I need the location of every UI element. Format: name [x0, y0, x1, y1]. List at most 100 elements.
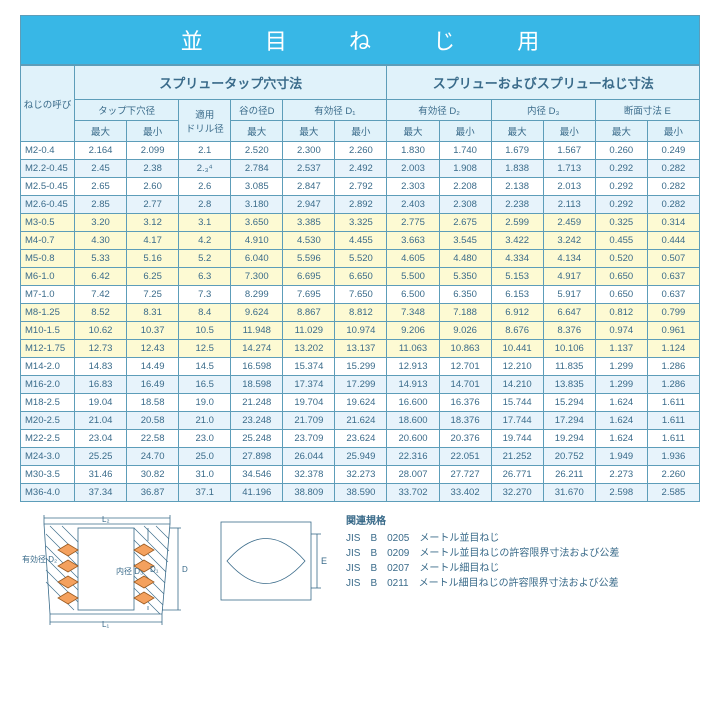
cell-value: 2.303	[387, 178, 439, 196]
table-row: M16-2.016.8316.4916.518.59817.37417.2991…	[21, 376, 700, 394]
cell-value: 37.1	[179, 484, 231, 502]
cell-value: 23.0	[179, 430, 231, 448]
cell-value: 31.670	[543, 484, 595, 502]
cell-value: 14.210	[491, 376, 543, 394]
cell-value: 33.402	[439, 484, 491, 502]
cell-value: 0.637	[647, 268, 699, 286]
cell-nezi: M20-2.5	[21, 412, 75, 430]
cell-nezi: M18-2.5	[21, 394, 75, 412]
cell-value: 8.299	[231, 286, 283, 304]
cell-value: 1.624	[595, 394, 647, 412]
cell-value: 11.029	[283, 322, 335, 340]
cell-value: 2.8	[179, 196, 231, 214]
cell-value: 2.85	[75, 196, 127, 214]
cell-value: 2.599	[491, 214, 543, 232]
cell-value: 0.650	[595, 268, 647, 286]
cell-nezi: M36-4.0	[21, 484, 75, 502]
cell-value: 1.624	[595, 430, 647, 448]
label-L2: L₂	[102, 515, 110, 524]
cell-value: 2.138	[491, 178, 543, 196]
cell-value: 20.752	[543, 448, 595, 466]
cell-value: 0.292	[595, 196, 647, 214]
cell-value: 7.42	[75, 286, 127, 304]
cell-value: 1.567	[543, 142, 595, 160]
cell-value: 4.530	[283, 232, 335, 250]
cell-value: 22.316	[387, 448, 439, 466]
cell-value: 6.040	[231, 250, 283, 268]
label-D: D	[182, 565, 188, 574]
cell-value: 0.455	[595, 232, 647, 250]
label-L1: L₁	[102, 620, 109, 629]
cell-value: 6.153	[491, 286, 543, 304]
cell-value: 13.202	[283, 340, 335, 358]
cell-value: 27.727	[439, 466, 491, 484]
head-max: 最大	[491, 121, 543, 142]
cell-value: 2.013	[543, 178, 595, 196]
cell-value: 32.270	[491, 484, 543, 502]
standards-line: JIS B 0209 メートル並目ねじの許容限界寸法および公差	[346, 546, 619, 561]
cell-value: 8.31	[127, 304, 179, 322]
cell-value: 1.679	[491, 142, 543, 160]
cell-value: 21.709	[283, 412, 335, 430]
cell-value: 7.188	[439, 304, 491, 322]
cell-value: 41.196	[231, 484, 283, 502]
cell-nezi: M30-3.5	[21, 466, 75, 484]
cell-value: 12.5	[179, 340, 231, 358]
head-eff-d1: 有効径 D₁	[283, 100, 387, 121]
cell-value: 16.598	[231, 358, 283, 376]
cell-value: 19.744	[491, 430, 543, 448]
table-body: M2-0.42.1642.0992.12.5202.3002.2601.8301…	[21, 142, 700, 502]
head-max: 最大	[387, 121, 439, 142]
cell-value: 7.25	[127, 286, 179, 304]
cell-value: 1.713	[543, 160, 595, 178]
cell-value: 10.863	[439, 340, 491, 358]
cell-value: 0.260	[595, 142, 647, 160]
cell-value: 25.25	[75, 448, 127, 466]
table-row: M18-2.519.0418.5819.021.24819.70419.6241…	[21, 394, 700, 412]
cell-value: 5.2	[179, 250, 231, 268]
cell-value: 10.441	[491, 340, 543, 358]
cell-value: 2.273	[595, 466, 647, 484]
cell-value: 3.20	[75, 214, 127, 232]
cell-value: 10.5	[179, 322, 231, 340]
head-left-section: スプリュータップ穴寸法	[75, 66, 387, 100]
cell-value: 17.374	[283, 376, 335, 394]
head-max: 最大	[75, 121, 127, 142]
cell-value: 38.590	[335, 484, 387, 502]
cell-value: 0.292	[595, 160, 647, 178]
cell-value: 2.775	[387, 214, 439, 232]
cell-value: 8.52	[75, 304, 127, 322]
title-bar: 並 目 ね じ 用	[20, 15, 700, 65]
cell-value: 0.249	[647, 142, 699, 160]
cell-value: 38.809	[283, 484, 335, 502]
cell-value: 14.701	[439, 376, 491, 394]
cell-value: 31.0	[179, 466, 231, 484]
cell-value: 7.695	[283, 286, 335, 304]
cell-value: 4.917	[543, 268, 595, 286]
cell-value: 2.45	[75, 160, 127, 178]
cell-value: 19.0	[179, 394, 231, 412]
cell-value: 31.46	[75, 466, 127, 484]
cell-value: 8.376	[543, 322, 595, 340]
cell-value: 6.912	[491, 304, 543, 322]
cell-value: 1.908	[439, 160, 491, 178]
table-row: M6-1.06.426.256.37.3006.6956.6505.5005.3…	[21, 268, 700, 286]
cell-value: 30.82	[127, 466, 179, 484]
cell-value: 20.58	[127, 412, 179, 430]
cell-value: 10.974	[335, 322, 387, 340]
cell-value: 21.252	[491, 448, 543, 466]
cell-value: 0.507	[647, 250, 699, 268]
cell-value: 4.455	[335, 232, 387, 250]
cell-value: 17.744	[491, 412, 543, 430]
cell-value: 9.624	[231, 304, 283, 322]
cell-value: 21.04	[75, 412, 127, 430]
cell-value: 10.37	[127, 322, 179, 340]
cell-value: 2.792	[335, 178, 387, 196]
cell-value: 7.650	[335, 286, 387, 304]
cell-value: 19.294	[543, 430, 595, 448]
cell-value: 8.812	[335, 304, 387, 322]
cell-value: 4.480	[439, 250, 491, 268]
head-min: 最小	[127, 121, 179, 142]
cell-value: 6.500	[387, 286, 439, 304]
cell-value: 1.611	[647, 430, 699, 448]
